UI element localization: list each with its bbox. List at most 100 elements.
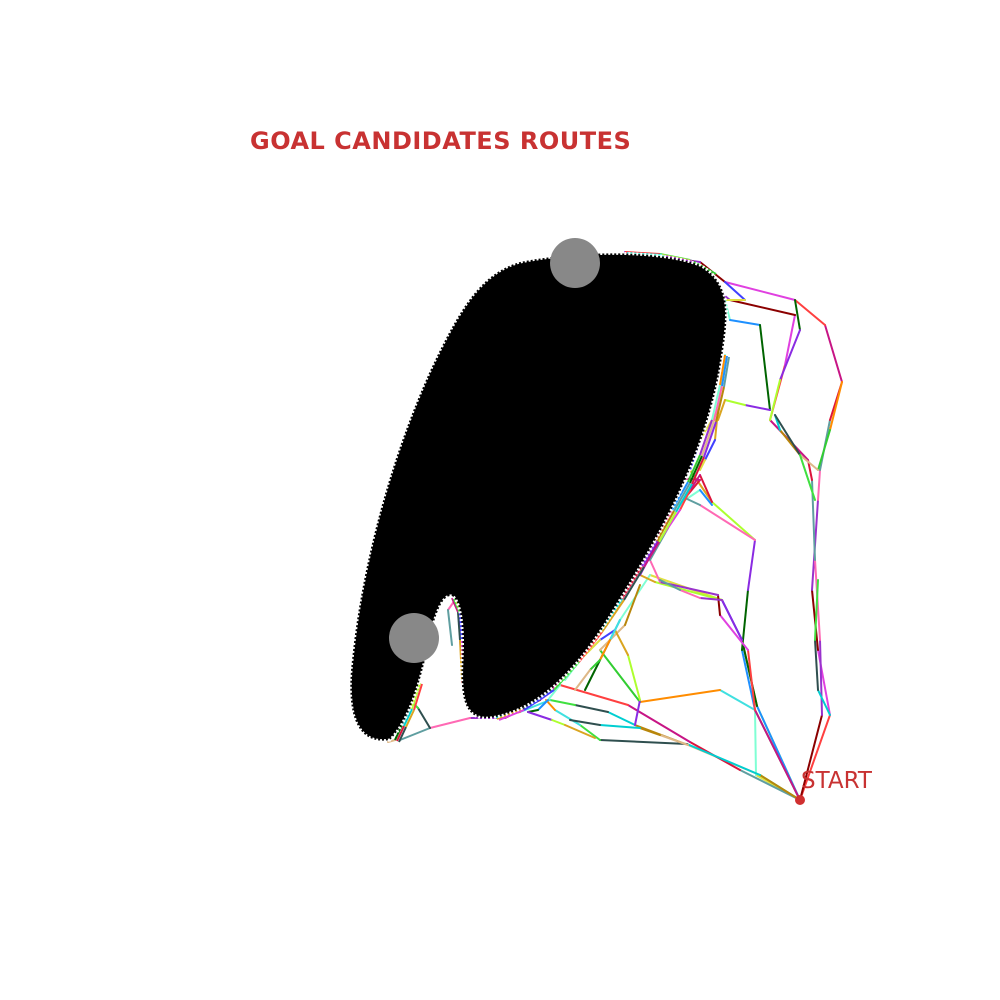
route-segment (405, 709, 415, 728)
route-segment (607, 711, 636, 726)
route-segment (779, 329, 801, 381)
route-segment (634, 699, 641, 726)
route-segment (719, 689, 756, 711)
route-segment (799, 454, 816, 501)
route-segment (589, 659, 601, 671)
goal-candidate-bottom-left (389, 613, 439, 663)
route-segment (394, 724, 403, 741)
route-segment (679, 489, 691, 511)
route-segment (403, 708, 413, 727)
route-segment (559, 684, 629, 706)
route-segment (574, 704, 609, 713)
route-segment (829, 381, 843, 431)
route-segment (729, 299, 796, 316)
route-segment (551, 719, 566, 726)
route-segment (729, 319, 761, 326)
route-segment (799, 714, 831, 801)
route-segment (547, 684, 561, 701)
route-segment (396, 725, 405, 742)
route-segment (715, 386, 725, 423)
route-segment (599, 639, 611, 661)
route-segment (721, 599, 743, 641)
route-segment (649, 559, 661, 583)
route-segment (447, 609, 453, 646)
route-segment (817, 429, 831, 471)
goal-candidate-top (550, 238, 600, 288)
route-segment (675, 483, 693, 513)
route-segment (699, 489, 713, 506)
route-segment (699, 419, 713, 456)
route-segment (398, 726, 407, 743)
route-segment (569, 719, 601, 726)
route-segment (693, 261, 717, 275)
route-segment (711, 384, 721, 421)
route-segment (687, 454, 701, 483)
route-segment (817, 469, 821, 501)
route-segment (699, 459, 706, 471)
route-segment (759, 774, 801, 801)
route-segment (819, 639, 823, 716)
route-segment (639, 689, 721, 703)
route-segment (671, 481, 689, 511)
route-segment (817, 689, 831, 716)
route-segment (658, 511, 677, 543)
route-segment (719, 614, 749, 651)
route-segment (523, 689, 555, 711)
start-marker (795, 795, 805, 805)
route-segment (599, 624, 626, 651)
route-segment (799, 714, 823, 801)
map-title: GOAL CANDIDATES ROUTES (250, 127, 632, 155)
route-segment (623, 566, 645, 601)
route-segment (679, 589, 701, 599)
route-segment (574, 669, 591, 691)
route-segment (624, 584, 641, 626)
route-segment (769, 379, 781, 421)
route-segment (627, 654, 641, 701)
route-segment (564, 724, 596, 739)
route-segment (451, 597, 459, 613)
route-segment (713, 385, 723, 422)
route-segment (814, 639, 819, 691)
route-segment (673, 482, 691, 512)
route-segment (599, 724, 641, 729)
route-segment (759, 324, 771, 411)
start-label: START (801, 768, 872, 794)
route-segment (399, 727, 431, 741)
route-segment (747, 539, 756, 591)
route-segment (754, 709, 757, 776)
route-segment (599, 629, 616, 641)
route-segment (699, 504, 756, 541)
route-segment (599, 739, 688, 745)
route-segment (691, 456, 705, 485)
route-segment (814, 579, 819, 641)
route-segment (719, 354, 726, 386)
route-segment (774, 414, 801, 456)
route-segment (704, 439, 716, 461)
route-segment (387, 739, 396, 743)
route-segment (599, 649, 641, 703)
route-segment (643, 541, 660, 568)
route-segment (579, 724, 601, 741)
route-segment (684, 497, 701, 506)
route-segment (457, 611, 461, 641)
route-segment (799, 454, 819, 471)
route-segment (784, 314, 796, 366)
route-segment (824, 324, 843, 383)
route-segment (537, 699, 549, 711)
route-segment (739, 769, 801, 801)
route-segment (717, 594, 721, 616)
route-segment (549, 699, 576, 706)
route-segment (689, 474, 701, 491)
route-segment (614, 629, 629, 656)
route-segment (717, 399, 726, 421)
route-segment (639, 727, 661, 736)
route-segment (754, 709, 801, 801)
route-segment (639, 574, 656, 583)
route-segment (656, 510, 675, 542)
route-segment (601, 599, 625, 633)
route-segment (527, 711, 553, 721)
route-segment (747, 649, 756, 711)
route-segment (703, 421, 717, 458)
